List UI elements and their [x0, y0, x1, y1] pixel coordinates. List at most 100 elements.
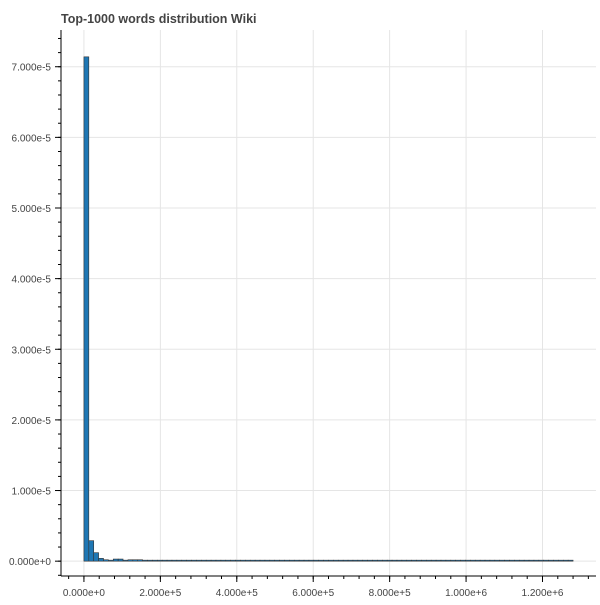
histogram-bar: [553, 559, 559, 562]
histogram-bar: [279, 559, 285, 562]
y-tick-label: 4.000e-5: [12, 275, 52, 286]
histogram-bar: [391, 559, 398, 562]
histogram-bar: [152, 559, 158, 562]
histogram-bar: [328, 559, 334, 562]
histogram-bar: [264, 559, 271, 562]
histogram-bar: [298, 559, 305, 562]
histogram-bar: [440, 559, 447, 562]
y-tick-label: 6.000e-5: [12, 133, 52, 144]
histogram-bar: [377, 559, 383, 562]
histogram-bar: [289, 559, 295, 562]
y-tick-label: 5.000e-5: [12, 204, 52, 215]
histogram-bar: [171, 559, 178, 562]
histogram-bar: [142, 559, 148, 562]
histogram-bar: [127, 559, 134, 562]
histogram-bar: [186, 559, 192, 562]
histogram-bar: [558, 559, 564, 562]
y-tick-label: 7.000e-5: [12, 63, 52, 74]
histogram-bar: [484, 559, 491, 562]
histogram-bar: [509, 559, 515, 562]
histogram-bar: [523, 559, 530, 562]
x-tick-label: 2.000e+5: [139, 588, 181, 599]
histogram-bar: [372, 559, 378, 562]
histogram-bar: [88, 540, 95, 562]
histogram-bar: [455, 559, 461, 562]
histogram-bar: [137, 559, 143, 562]
histogram-bar: [362, 559, 368, 562]
histogram-bar: [347, 559, 354, 562]
histogram-bar: [166, 559, 173, 562]
histogram-bar: [161, 559, 168, 562]
histogram-bar: [181, 559, 187, 562]
histogram-bar: [465, 559, 471, 562]
x-tick-label: 1.000e+6: [445, 588, 487, 599]
histogram-bar: [406, 559, 412, 562]
axes-layer: 0.000e+0 1.000e-5 2.000e-5 3.000e-5 4.000e-5…: [9, 30, 596, 599]
histogram-bar: [445, 559, 452, 562]
histogram-bar: [426, 559, 432, 562]
histogram-bar: [259, 559, 266, 562]
histogram-bar: [274, 559, 280, 562]
histogram-bar: [357, 559, 364, 562]
histogram-bar: [318, 559, 324, 562]
histogram-bar: [479, 559, 486, 562]
histogram-bar: [567, 559, 574, 562]
histogram-bar: [352, 559, 359, 562]
histogram-bar: [528, 559, 535, 562]
histogram-bar: [562, 559, 569, 562]
histogram-bar: [176, 559, 183, 562]
histogram-bar: [254, 559, 261, 562]
histogram-bar: [122, 559, 129, 562]
histogram-bar: [191, 559, 197, 562]
y-tick-label: 0.000e+0: [9, 557, 51, 568]
histogram-bar: [504, 559, 510, 562]
histogram-bar: [245, 559, 251, 562]
histogram-bar: [210, 559, 217, 562]
histogram-bar: [333, 559, 339, 562]
histogram-bar: [220, 559, 227, 562]
histogram-bar: [450, 559, 456, 562]
histogram-bar: [382, 559, 388, 562]
bars-layer: [83, 56, 574, 562]
y-tick-label: 3.000e-5: [12, 345, 52, 356]
histogram-bar: [117, 558, 124, 562]
histogram-bar: [494, 559, 500, 562]
chart-title: Top-1000 words distribution Wiki: [61, 12, 257, 26]
histogram-bar: [470, 559, 476, 562]
histogram-bar: [386, 559, 393, 562]
histogram-bar: [293, 559, 300, 562]
histogram-bar: [342, 559, 349, 562]
histogram-bar: [147, 559, 153, 562]
histogram-bar: [421, 559, 427, 562]
histogram-bar: [323, 559, 329, 562]
y-tick-label: 1.000e-5: [12, 487, 52, 498]
histogram-bar: [235, 559, 241, 562]
histogram-bar: [93, 552, 99, 562]
histogram-bar: [435, 559, 442, 562]
histogram-bar: [367, 559, 373, 562]
histogram-bar: [83, 56, 90, 562]
histogram-bar: [411, 559, 417, 562]
histogram-bar: [430, 559, 437, 562]
histogram-bar: [196, 559, 202, 562]
grid-layer: [61, 30, 596, 576]
x-tick-label: 6.000e+5: [292, 588, 334, 599]
histogram-bar: [518, 559, 525, 562]
histogram-bar: [112, 558, 119, 562]
histogram-bar: [132, 559, 139, 562]
histogram-bar: [308, 559, 315, 562]
histogram-bar: [416, 559, 422, 562]
histogram-bar: [543, 559, 549, 562]
histogram-bar: [548, 559, 554, 562]
histogram-bar: [474, 559, 481, 562]
x-tick-label: 1.200e+6: [522, 588, 564, 599]
histogram-bar: [396, 559, 403, 562]
x-tick-label: 4.000e+5: [216, 588, 258, 599]
histogram-bar: [157, 559, 163, 562]
histogram-bar: [284, 559, 290, 562]
y-tick-label: 2.000e-5: [12, 416, 52, 427]
histogram-bar: [215, 559, 222, 562]
histogram-bar: [337, 559, 344, 562]
